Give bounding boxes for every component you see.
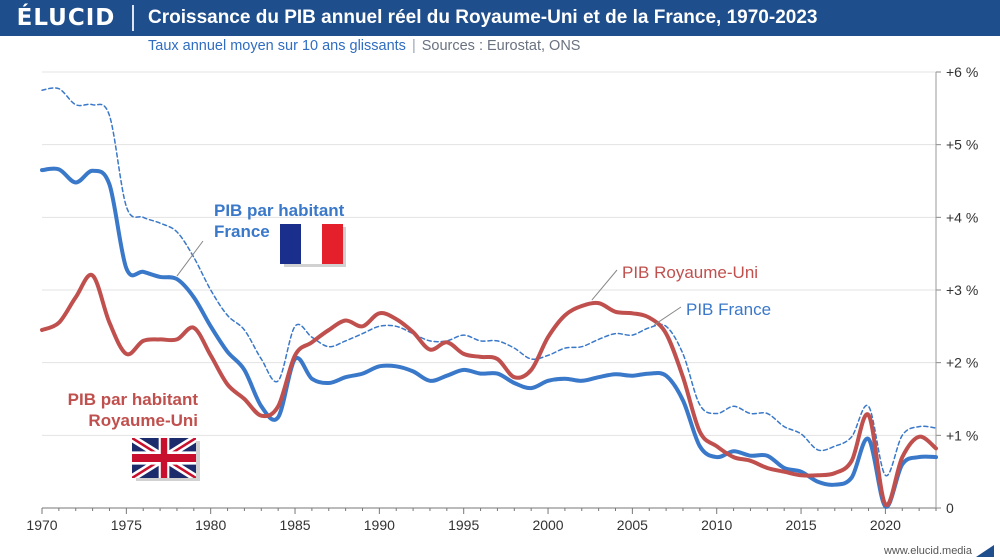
x-tick-label-2000: 2000: [532, 517, 563, 533]
series-pib-royaume-uni: [40, 272, 938, 507]
series-pib-habitant-france: [40, 166, 938, 509]
leader-pib-france: [654, 306, 682, 326]
label-pib-habitant-uk-line2: Royaume-Uni: [88, 411, 198, 430]
subtitle-separator: |: [411, 38, 416, 54]
uk-flag-icon: [132, 438, 200, 481]
y-tick-label-6: +6 %: [946, 64, 978, 80]
y-tick-label-3: +3 %: [946, 282, 978, 298]
y-axis-ticks: 0 +1 % +2 % +3 % +4 % +5 % +6 %: [936, 64, 978, 516]
x-axis-ticks: 1970 1975 1980 1985 1990 1995 2000 2005 2010 2015…: [26, 508, 937, 533]
y-tick-label-4: +4 %: [946, 209, 978, 225]
subtitle-text: Taux annuel moyen sur 10 ans glissants: [148, 38, 406, 54]
label-pib-habitant-france-line1: PIB par habitant: [214, 201, 345, 220]
label-pib-france: PIB France: [686, 300, 771, 319]
label-pib-habitant-france-line2: France: [214, 222, 270, 241]
x-tick-label-1975: 1975: [111, 517, 142, 533]
y-tick-label-0: 0: [946, 500, 954, 516]
annotation-leaders: [176, 240, 682, 326]
series-lines: [40, 87, 938, 509]
x-tick-label-2005: 2005: [617, 517, 648, 533]
series-pib-france-dashed: [41, 87, 937, 477]
x-tick-label-1985: 1985: [279, 517, 310, 533]
x-tick-label-1980: 1980: [195, 517, 226, 533]
y-tick-label-2: +2 %: [946, 355, 978, 371]
sources-text: Sources : Eurostat, ONS: [421, 38, 581, 54]
leader-pib-royaume-uni: [591, 269, 618, 301]
france-flag-icon: [280, 224, 346, 267]
leader-pib-habitant-france: [176, 240, 204, 277]
x-tick-label-2010: 2010: [701, 517, 732, 533]
label-pib-habitant-france: PIB par habitant France: [214, 201, 345, 241]
elucid-logo[interactable]: ÉLUCID: [16, 5, 116, 31]
label-pib-royaume-uni: PIB Royaume-Uni: [622, 263, 758, 282]
header-bar: ÉLUCID Croissance du PIB annuel réel du …: [0, 0, 1000, 36]
x-tick-label-2015: 2015: [785, 517, 816, 533]
chart-title: Croissance du PIB annuel réel du Royaume…: [148, 7, 818, 28]
x-tick-label-1990: 1990: [364, 517, 395, 533]
y-tick-label-1: +1 %: [946, 427, 978, 443]
label-pib-habitant-royaume-uni: PIB par habitant Royaume-Uni: [68, 390, 199, 430]
chart-subtitle: Taux annuel moyen sur 10 ans glissants | S…: [148, 38, 580, 54]
x-tick-label-1995: 1995: [448, 517, 479, 533]
label-pib-habitant-uk-line1: PIB par habitant: [68, 390, 199, 409]
logo-divider: [132, 5, 134, 31]
x-tick-label-2020: 2020: [870, 517, 901, 533]
footer-url[interactable]: www.elucid.media: [883, 545, 972, 557]
grid-lines: [42, 71, 936, 436]
x-tick-label-1970: 1970: [26, 517, 57, 533]
y-tick-label-5: +5 %: [946, 137, 978, 153]
